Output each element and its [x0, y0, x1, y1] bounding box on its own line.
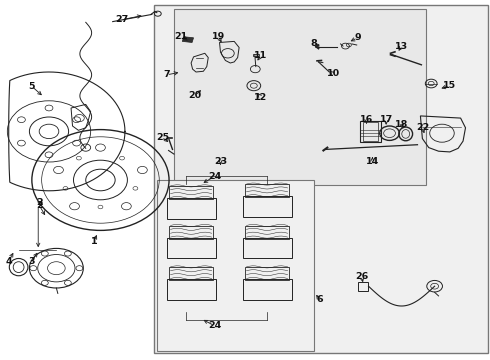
Text: 3: 3 [28, 256, 35, 266]
Text: 2: 2 [36, 201, 43, 210]
Bar [169, 186, 213, 199]
Text: 10: 10 [327, 69, 340, 78]
Text: 17: 17 [379, 115, 393, 124]
Bar [245, 184, 289, 197]
Text: 6: 6 [316, 295, 323, 304]
Bar [243, 197, 292, 217]
Text: 9: 9 [354, 33, 361, 42]
Text: 8: 8 [310, 40, 317, 49]
Text: 26: 26 [355, 272, 368, 281]
Text: 18: 18 [395, 120, 409, 129]
Bar [169, 267, 213, 280]
Bar [167, 198, 216, 219]
Text: 25: 25 [157, 133, 170, 142]
Text: 22: 22 [416, 123, 429, 132]
Text: 13: 13 [395, 42, 408, 51]
Bar [243, 279, 292, 300]
Text: 27: 27 [115, 15, 128, 24]
Polygon shape [182, 37, 194, 42]
Text: 16: 16 [360, 115, 373, 124]
Text: 14: 14 [366, 157, 379, 166]
Text: 1: 1 [91, 237, 98, 246]
Bar [243, 238, 292, 258]
Text: 24: 24 [208, 321, 221, 330]
Bar [363, 122, 378, 141]
Text: 4: 4 [5, 256, 12, 266]
Text: 23: 23 [214, 157, 227, 166]
Bar [360, 121, 381, 142]
Text: 11: 11 [254, 51, 268, 60]
Bar [174, 9, 426, 185]
Bar [358, 282, 368, 291]
Bar [245, 267, 289, 280]
Bar [169, 225, 213, 239]
Text: 12: 12 [254, 93, 268, 102]
Text: 20: 20 [189, 91, 201, 100]
Text: 5: 5 [28, 82, 35, 91]
Bar [167, 238, 216, 258]
Text: 7: 7 [163, 71, 170, 80]
Text: 15: 15 [443, 81, 456, 90]
Text: 19: 19 [211, 32, 225, 41]
Bar [253, 54, 259, 56]
Bar [167, 279, 216, 300]
Bar [245, 225, 289, 239]
Text: 24: 24 [208, 172, 221, 181]
Text: 2: 2 [36, 198, 43, 207]
Bar [157, 180, 314, 351]
Text: 21: 21 [174, 32, 188, 41]
Bar [154, 5, 488, 353]
